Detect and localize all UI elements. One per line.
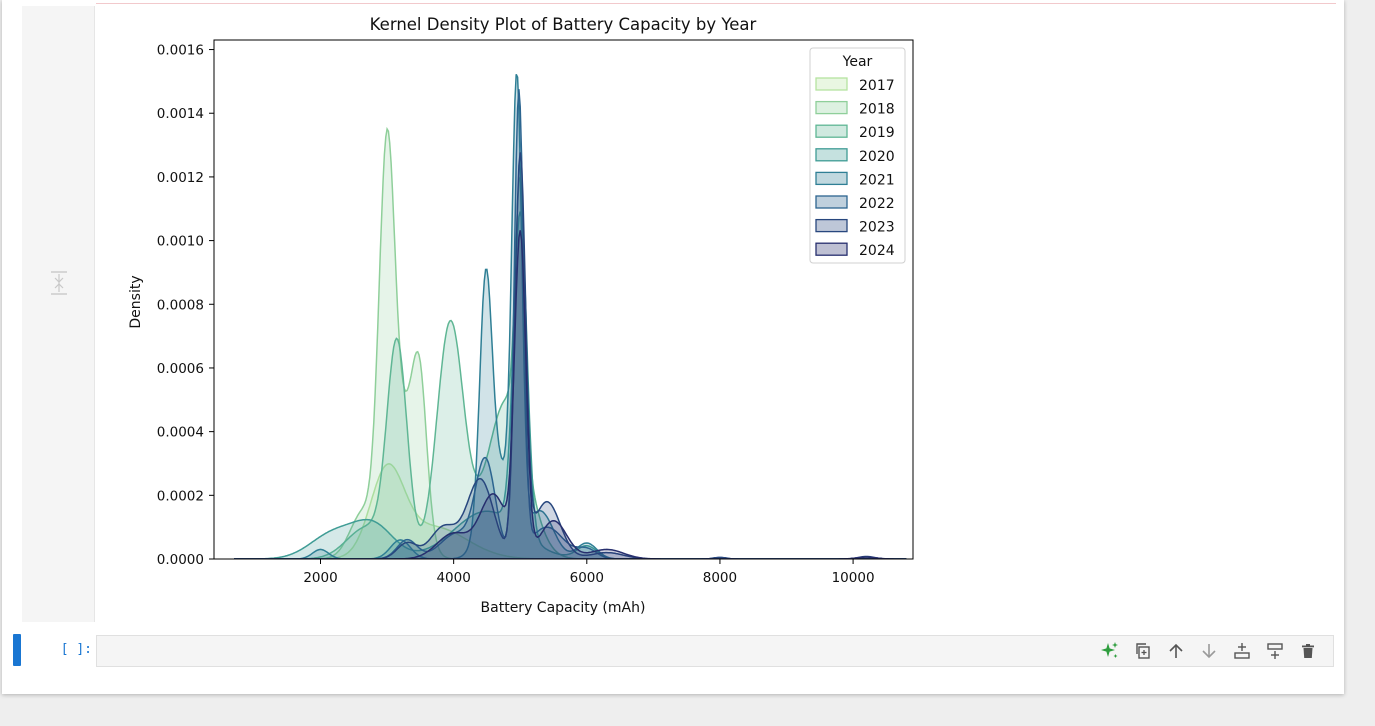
plot-area bbox=[234, 73, 907, 559]
insert-below-button[interactable] bbox=[1264, 640, 1286, 662]
active-cell-indicator bbox=[13, 634, 21, 666]
legend-swatch-2024 bbox=[815, 242, 848, 256]
y-tick-label: 0.0002 bbox=[157, 488, 204, 504]
x-tick-label: 10000 bbox=[832, 570, 875, 586]
generate-ai-button[interactable] bbox=[1099, 640, 1121, 662]
collapse-output-icon[interactable] bbox=[49, 270, 69, 296]
legend-swatch-2017 bbox=[815, 77, 848, 91]
legend-label-2019: 2019 bbox=[859, 125, 895, 141]
arrow-up-icon bbox=[1169, 643, 1183, 658]
trash-icon bbox=[1302, 644, 1314, 658]
axes: 2000 4000 6000 8000 10000 0.0000 0.0002 0.0004 0… bbox=[157, 39, 914, 586]
legend-label-2018: 2018 bbox=[859, 102, 895, 118]
chart-title: Kernel Density Plot of Battery Capacity … bbox=[370, 15, 757, 34]
legend-title: Year bbox=[842, 54, 873, 70]
y-tick-label: 0.0004 bbox=[157, 425, 204, 441]
density-curve-2024 bbox=[234, 230, 907, 559]
density-curve-2019 bbox=[234, 176, 907, 559]
plot-frame bbox=[213, 39, 914, 560]
density-curve-2020 bbox=[234, 211, 907, 559]
move-down-button[interactable] bbox=[1198, 640, 1220, 662]
legend-swatch-2022 bbox=[815, 195, 848, 209]
insert-below-icon bbox=[1267, 643, 1283, 659]
copy-icon bbox=[1136, 643, 1150, 659]
legend-swatch-2021 bbox=[815, 171, 848, 186]
code-cell[interactable]: [ ]: bbox=[2, 634, 1346, 668]
insert-above-icon bbox=[1234, 643, 1250, 659]
density-curve-2017 bbox=[234, 463, 907, 559]
legend-label-2024: 2024 bbox=[859, 243, 895, 259]
legend-swatch-2020 bbox=[815, 148, 848, 162]
output-prompt-gutter[interactable] bbox=[22, 6, 95, 622]
density-curve-2022 bbox=[234, 89, 907, 559]
y-tick-label: 0.0010 bbox=[157, 234, 204, 250]
legend-label-2022: 2022 bbox=[859, 196, 895, 212]
legend: Year 2017 2018 2019 2020 2021 2022 2023 2024 bbox=[809, 47, 906, 264]
cell-top-divider bbox=[96, 3, 1336, 4]
delete-cell-button[interactable] bbox=[1297, 640, 1319, 662]
cell-toolbar bbox=[1099, 640, 1319, 662]
input-prompt: [ ]: bbox=[60, 642, 92, 657]
cell-output-area: Kernel Density Plot of Battery Capacity … bbox=[22, 6, 1336, 622]
x-tick-label: 4000 bbox=[436, 570, 470, 586]
legend-swatch-2018 bbox=[815, 100, 848, 115]
density-curve-2023 bbox=[234, 152, 907, 559]
legend-label-2017: 2017 bbox=[859, 78, 895, 94]
y-tick-label: 0.0006 bbox=[157, 361, 204, 377]
density-curve-2021 bbox=[234, 73, 907, 559]
move-up-button[interactable] bbox=[1165, 640, 1187, 662]
legend-swatch-2019 bbox=[815, 124, 848, 138]
notebook-panel: Kernel Density Plot of Battery Capacity … bbox=[2, 0, 1344, 694]
x-tick-label: 8000 bbox=[703, 570, 737, 586]
legend-label-2023: 2023 bbox=[859, 220, 895, 236]
x-axis-label: Battery Capacity (mAh) bbox=[481, 600, 646, 616]
y-tick-label: 0.0000 bbox=[157, 552, 204, 568]
sparkle-icon bbox=[1101, 642, 1118, 658]
legend-swatch-2023 bbox=[815, 218, 848, 233]
code-editor[interactable] bbox=[96, 635, 1334, 667]
density-curve-2018 bbox=[234, 126, 907, 559]
y-tick-label: 0.0014 bbox=[157, 106, 204, 122]
legend-label-2020: 2020 bbox=[859, 149, 895, 165]
insert-above-button[interactable] bbox=[1231, 640, 1253, 662]
x-tick-label: 2000 bbox=[303, 570, 337, 586]
kde-chart: Kernel Density Plot of Battery Capacity … bbox=[128, 15, 914, 616]
y-tick-label: 0.0008 bbox=[157, 297, 204, 313]
duplicate-cell-button[interactable] bbox=[1132, 640, 1154, 662]
y-axis-label: Density bbox=[128, 275, 144, 328]
legend-label-2021: 2021 bbox=[859, 172, 895, 188]
y-tick-label: 0.0012 bbox=[157, 170, 204, 186]
arrow-down-icon bbox=[1202, 644, 1216, 659]
x-tick-label: 6000 bbox=[570, 570, 604, 586]
y-tick-label: 0.0016 bbox=[157, 43, 204, 59]
